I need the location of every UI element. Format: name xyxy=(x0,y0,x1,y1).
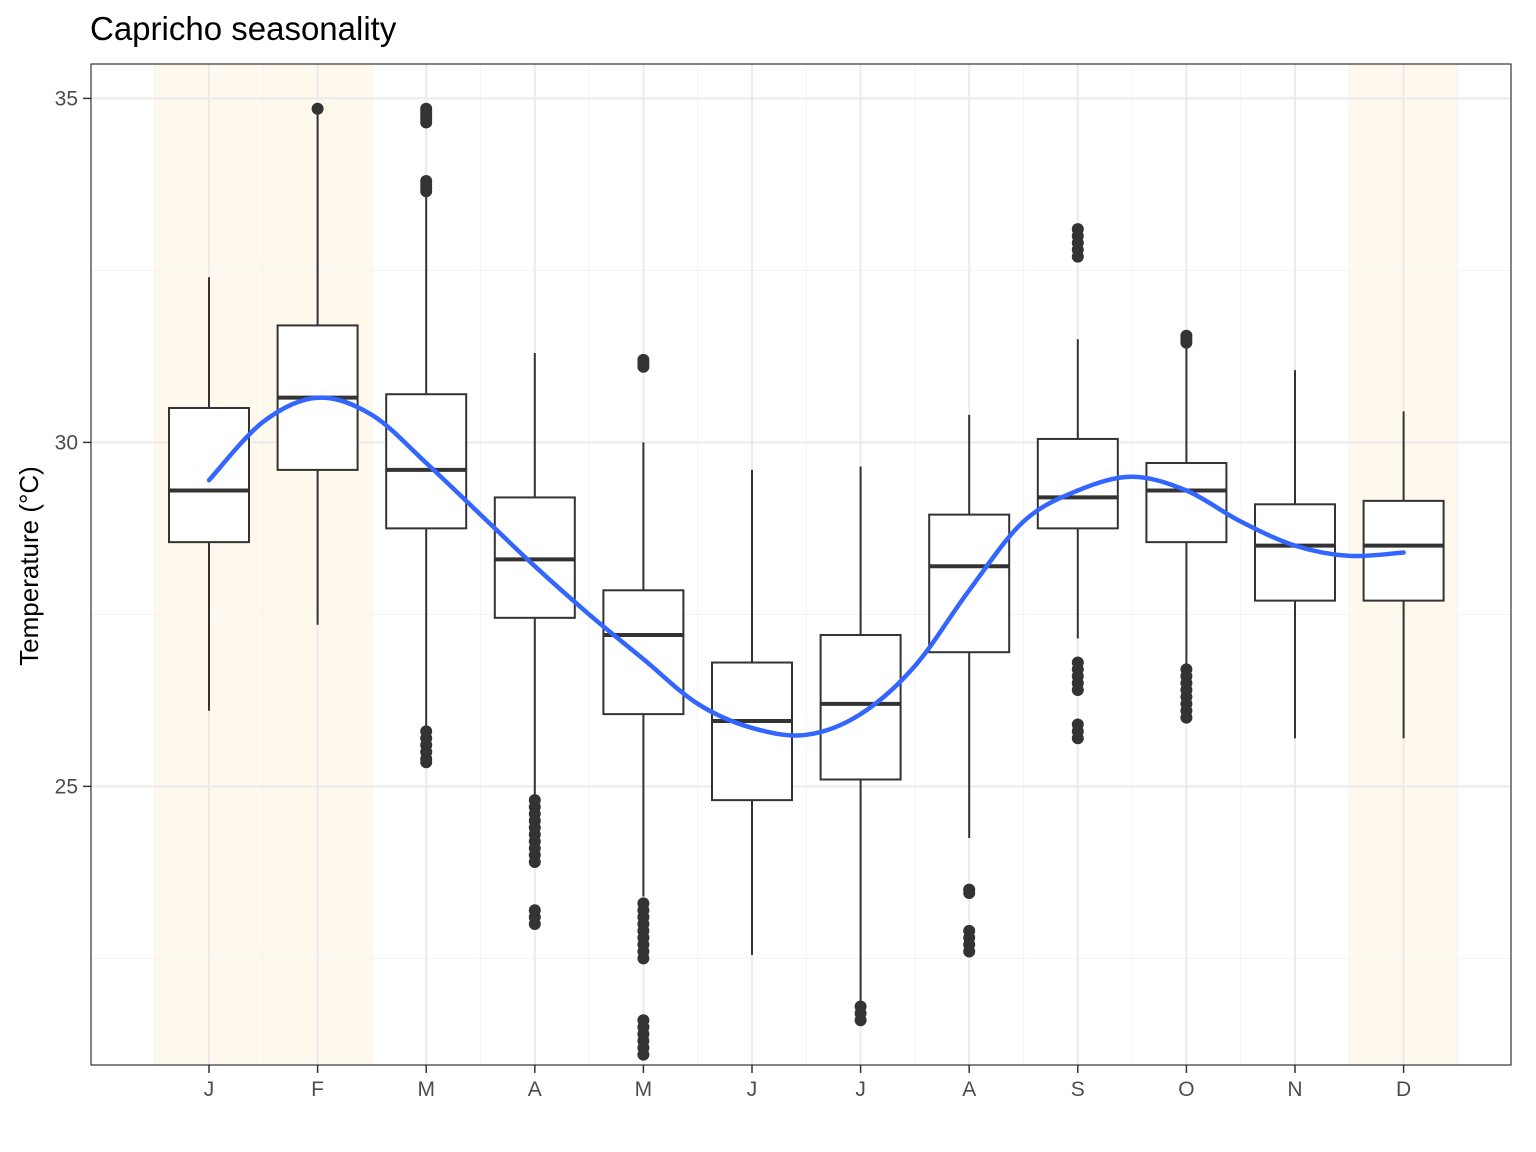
box-month xyxy=(602,353,685,1061)
x-tick-label: J xyxy=(855,1078,866,1101)
outlier-point xyxy=(420,756,433,769)
x-tick-label: O xyxy=(1178,1078,1194,1101)
outlier-point xyxy=(637,1048,650,1061)
box-iqr xyxy=(168,406,250,544)
smooth-curve xyxy=(206,395,1406,738)
panel-border xyxy=(90,63,1512,1066)
x-tick-label: F xyxy=(311,1078,324,1101)
outlier-point xyxy=(311,102,324,115)
box-iqr xyxy=(1036,437,1119,530)
smooth-curve-group xyxy=(206,395,1406,738)
box-iqr xyxy=(819,634,902,781)
box-iqr xyxy=(711,661,793,802)
x-tick-label: M xyxy=(417,1078,435,1101)
outlier-point xyxy=(1071,732,1084,745)
box-month xyxy=(493,352,576,930)
x-tick-label: M xyxy=(635,1078,653,1101)
outlier-point xyxy=(637,952,650,965)
y-axis-label: Temperature (°C) xyxy=(14,466,44,666)
outlier-point xyxy=(963,887,976,900)
y-tick-label: 30 xyxy=(55,431,78,454)
x-tick-label: J xyxy=(747,1078,758,1101)
chart-title: Capricho seasonality xyxy=(90,10,397,47)
outlier-point xyxy=(420,116,433,129)
outlier-point xyxy=(1071,250,1084,263)
outlier-point xyxy=(854,1014,867,1027)
outlier-point xyxy=(1071,684,1084,697)
outlier-point xyxy=(528,856,541,869)
outlier-point xyxy=(1180,711,1193,724)
outlier-point xyxy=(528,917,541,930)
outlier-point xyxy=(420,185,433,198)
x-tick-label: D xyxy=(1396,1078,1411,1101)
outlier-point xyxy=(637,360,650,373)
x-tick-label: N xyxy=(1287,1078,1302,1101)
box-month xyxy=(1145,329,1228,724)
box-iqr xyxy=(1145,462,1228,544)
box-month xyxy=(168,277,250,711)
x-tick-label: S xyxy=(1071,1078,1085,1101)
x-tick-label: J xyxy=(204,1078,215,1101)
box-month xyxy=(711,469,793,955)
y-axis: 25 30 35 xyxy=(55,87,91,798)
box-month xyxy=(819,466,902,1027)
y-tick-label: 25 xyxy=(55,775,78,798)
outlier-point xyxy=(963,945,976,958)
x-tick-label: A xyxy=(962,1078,976,1101)
box-month xyxy=(1036,223,1119,745)
x-tick-label: A xyxy=(528,1078,542,1101)
outlier-point xyxy=(1180,336,1193,349)
box-iqr xyxy=(602,589,685,716)
y-tick-label: 35 xyxy=(55,87,78,110)
